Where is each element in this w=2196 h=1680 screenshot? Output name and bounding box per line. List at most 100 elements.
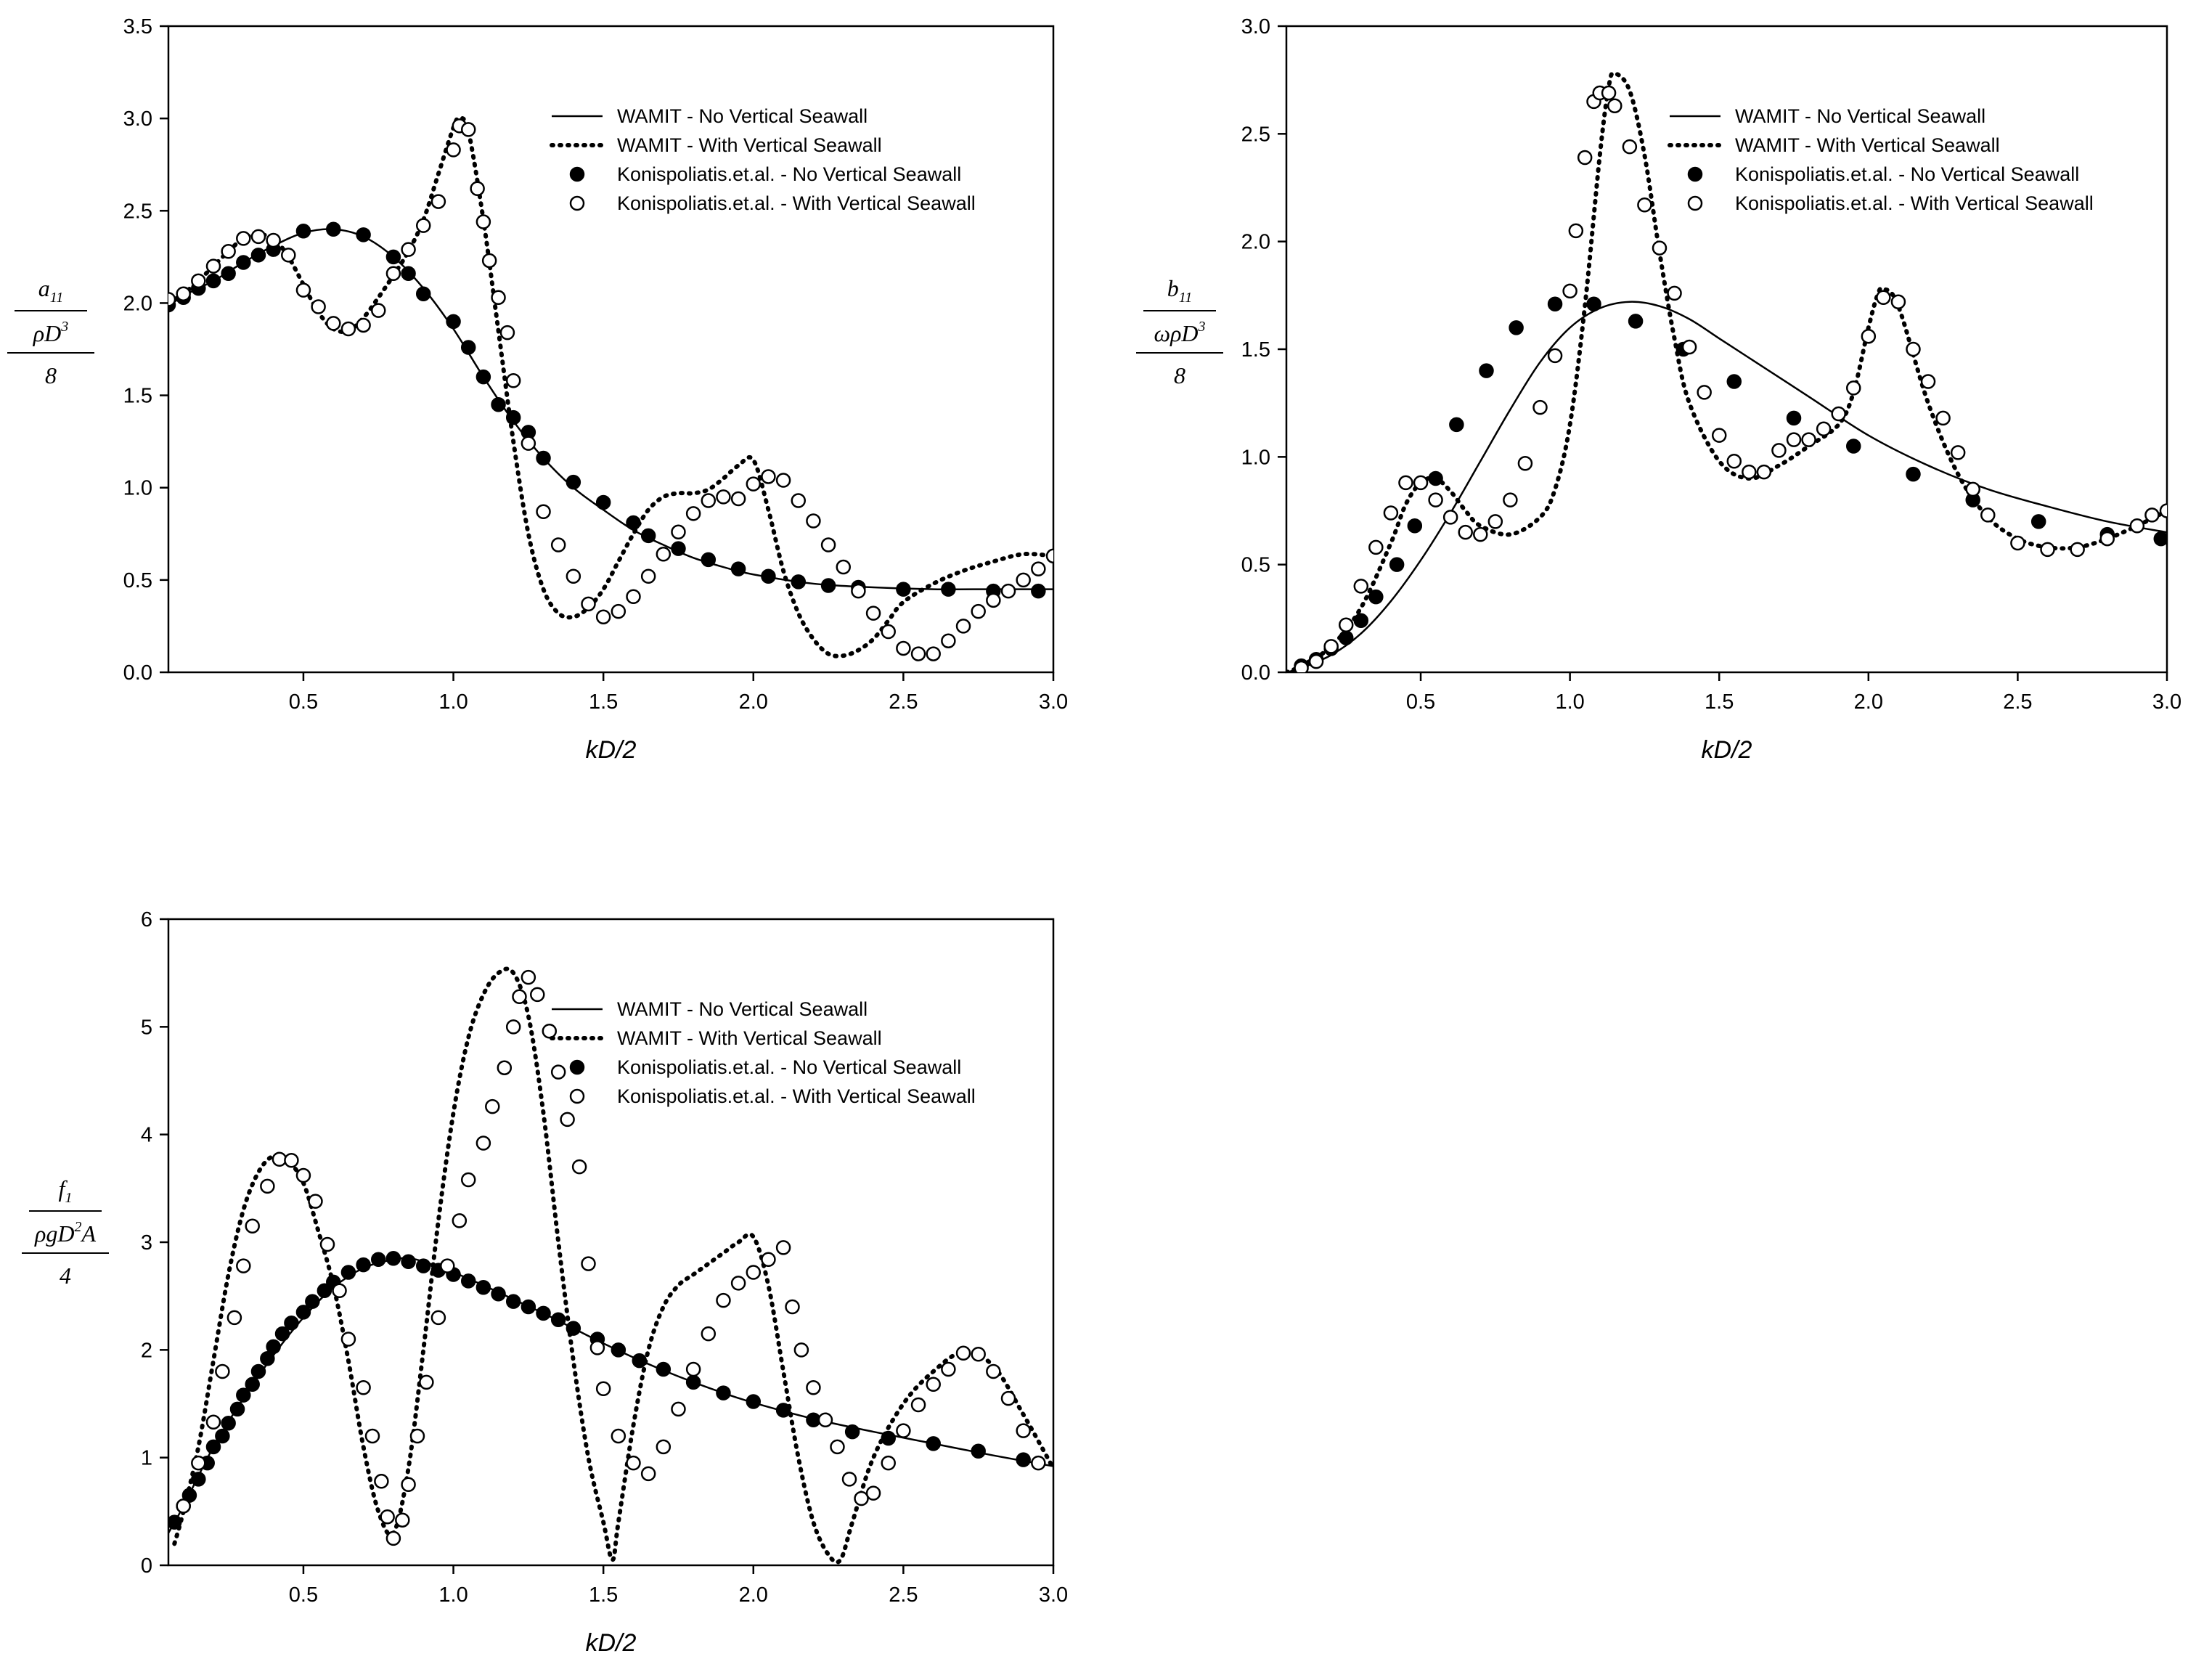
data-point-no-seawall bbox=[229, 1401, 245, 1417]
plot-area bbox=[168, 115, 1053, 661]
data-point-with-seawall bbox=[841, 1472, 857, 1487]
data-point-with-seawall bbox=[589, 1340, 605, 1355]
data-point-with-seawall bbox=[1756, 464, 1772, 480]
data-point-no-seawall bbox=[317, 1283, 332, 1298]
data-point-with-seawall bbox=[1726, 454, 1742, 469]
data-point-no-seawall bbox=[415, 1258, 431, 1273]
data-point-with-seawall bbox=[430, 1310, 446, 1326]
data-point-no-seawall bbox=[371, 1252, 386, 1267]
data-point-with-seawall bbox=[470, 181, 485, 197]
data-point-with-seawall bbox=[205, 258, 221, 274]
data-point-with-seawall bbox=[640, 568, 656, 584]
legend: WAMIT - No Vertical Seawall WAMIT - With … bbox=[550, 105, 976, 214]
data-point-with-seawall bbox=[475, 214, 491, 229]
data-point-with-seawall bbox=[236, 1258, 251, 1273]
y-tick-label: 1 bbox=[141, 1447, 152, 1470]
data-point-with-seawall bbox=[266, 232, 281, 248]
data-point-no-seawall bbox=[521, 1299, 536, 1315]
data-point-with-seawall bbox=[521, 436, 536, 451]
data-point-no-seawall bbox=[1389, 557, 1405, 572]
data-point-no-seawall bbox=[896, 582, 911, 597]
data-point-with-seawall bbox=[865, 1485, 881, 1501]
legend-label: WAMIT - With Vertical Seawall bbox=[1735, 134, 2000, 156]
data-point-with-seawall bbox=[332, 1283, 347, 1298]
y-tick-label: 3.5 bbox=[123, 15, 152, 38]
data-point-with-seawall bbox=[1846, 380, 1861, 396]
data-point-no-seawall bbox=[844, 1424, 860, 1440]
data-point-with-seawall bbox=[1383, 505, 1399, 521]
data-point-with-seawall bbox=[1876, 290, 1891, 306]
data-point-with-seawall bbox=[854, 1491, 869, 1506]
data-point-with-seawall bbox=[761, 1252, 776, 1267]
data-point-with-seawall bbox=[926, 1377, 941, 1392]
data-point-with-seawall bbox=[656, 547, 672, 562]
data-point-no-seawall bbox=[401, 1254, 416, 1269]
data-point-no-seawall bbox=[221, 266, 236, 281]
data-point-with-seawall bbox=[1547, 348, 1563, 364]
data-point-no-seawall bbox=[941, 582, 956, 597]
data-point-with-seawall bbox=[1906, 341, 1921, 357]
data-point-no-seawall bbox=[671, 541, 686, 556]
data-point-with-seawall bbox=[626, 589, 641, 604]
data-point-no-seawall bbox=[236, 255, 251, 270]
data-point-with-seawall bbox=[356, 317, 371, 333]
data-point-with-seawall bbox=[2159, 503, 2167, 518]
data-point-with-seawall bbox=[401, 1477, 416, 1492]
data-point-no-seawall bbox=[761, 568, 776, 584]
data-point-with-seawall bbox=[685, 506, 701, 521]
legend-label: WAMIT - No Vertical Seawall bbox=[617, 105, 868, 127]
data-point-with-seawall bbox=[1308, 653, 1324, 669]
data-point-no-seawall bbox=[245, 1377, 260, 1392]
data-point-with-seawall bbox=[385, 1530, 401, 1546]
data-point-with-seawall bbox=[1031, 1455, 1046, 1471]
data-point-with-seawall bbox=[671, 1401, 686, 1417]
x-tick-label: 0.5 bbox=[1406, 690, 1435, 714]
data-point-with-seawall bbox=[272, 1151, 287, 1167]
data-point-no-seawall bbox=[626, 515, 641, 531]
y-tick-label: 2 bbox=[141, 1339, 152, 1362]
data-point-with-seawall bbox=[746, 1265, 762, 1280]
data-point-with-seawall bbox=[1000, 583, 1016, 599]
data-point-with-seawall bbox=[452, 1213, 468, 1228]
data-point-with-seawall bbox=[836, 559, 851, 575]
legend-label: WAMIT - No Vertical Seawall bbox=[1735, 105, 1985, 127]
data-point-with-seawall bbox=[401, 242, 416, 257]
data-point-no-seawall bbox=[701, 552, 717, 568]
y-tick-label: 0.0 bbox=[1241, 661, 1270, 685]
data-point-with-seawall bbox=[955, 619, 971, 634]
data-point-no-seawall bbox=[415, 286, 431, 301]
data-point-with-seawall bbox=[595, 1381, 611, 1396]
data-point-with-seawall bbox=[1816, 421, 1832, 437]
data-point-with-seawall bbox=[1398, 475, 1413, 491]
data-point-with-seawall bbox=[1503, 492, 1518, 507]
data-point-with-seawall bbox=[374, 1474, 389, 1489]
data-point-no-seawall bbox=[460, 340, 476, 355]
data-point-no-seawall bbox=[716, 1385, 731, 1400]
data-point-with-seawall bbox=[191, 1455, 206, 1471]
data-point-with-seawall bbox=[499, 325, 515, 341]
data-point-no-seawall bbox=[1428, 470, 1443, 486]
data-point-with-seawall bbox=[1031, 561, 1046, 576]
data-point-with-seawall bbox=[409, 1428, 425, 1444]
data-point-with-seawall bbox=[215, 1363, 230, 1379]
data-point-no-seawall bbox=[491, 1286, 506, 1302]
y-tick-label: 2.0 bbox=[1241, 231, 1270, 254]
data-point-with-seawall bbox=[806, 513, 821, 529]
y-label-numerator: f1 bbox=[59, 1175, 73, 1206]
data-point-with-seawall bbox=[1413, 475, 1429, 491]
data-point-no-seawall bbox=[881, 1430, 896, 1446]
data-point-with-seawall bbox=[226, 1310, 242, 1326]
data-point-with-seawall bbox=[1831, 406, 1846, 422]
data-point-with-seawall bbox=[1601, 85, 1617, 101]
data-point-no-seawall bbox=[460, 1273, 476, 1289]
data-point-with-seawall bbox=[955, 1345, 971, 1361]
x-axis-label: kD/2 bbox=[1702, 736, 1752, 764]
series-line-wamit-with-seawall bbox=[168, 115, 1053, 658]
data-point-with-seawall bbox=[1338, 617, 1354, 632]
data-point-no-seawall bbox=[566, 474, 581, 490]
data-point-with-seawall bbox=[250, 229, 266, 245]
data-point-with-seawall bbox=[308, 1194, 323, 1209]
chart-a11: 0.5 1.0 1.5 2.0 2.5 3.0 0.0 0.5 1.0 1.5 2.0 2.5 3.0 3… bbox=[7, 15, 1068, 764]
y-label-denominator: ρD3 bbox=[33, 319, 68, 346]
data-point-no-seawall bbox=[295, 224, 311, 239]
